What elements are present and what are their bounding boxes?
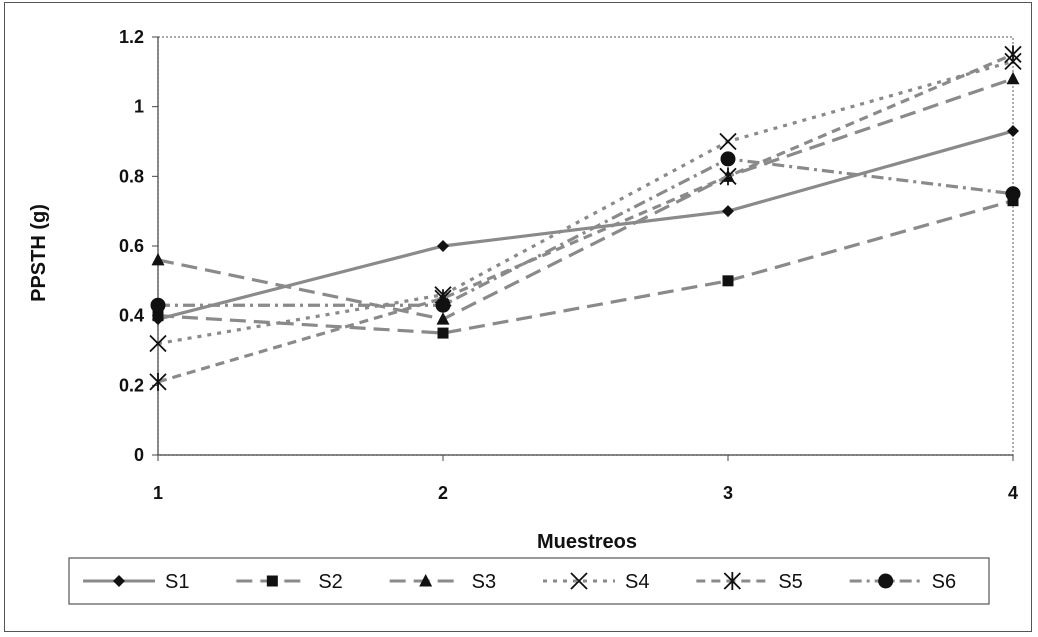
data-point-s3 bbox=[151, 252, 165, 266]
series-layer bbox=[149, 45, 1022, 391]
x-axis-ticks: 1 2 3 4 bbox=[153, 455, 1018, 503]
x-tick-label: 1 bbox=[153, 483, 163, 503]
legend: S1 S2 S3 S4 S5 S6 bbox=[68, 557, 990, 605]
data-point-s6 bbox=[720, 151, 736, 167]
data-point-s1 bbox=[722, 205, 734, 218]
data-point-s4 bbox=[149, 334, 167, 353]
data-point-s6 bbox=[150, 297, 166, 313]
data-point-s5 bbox=[1004, 45, 1022, 64]
y-tick-label: 1.2 bbox=[119, 27, 144, 47]
y-tick-label: 0 bbox=[134, 445, 144, 465]
data-point-s6 bbox=[435, 297, 451, 313]
x-tick-label: 2 bbox=[438, 483, 448, 503]
x-tick-label: 3 bbox=[723, 483, 733, 503]
legend-marker-s1 bbox=[113, 575, 125, 587]
data-point-s1 bbox=[437, 240, 449, 252]
x-tick-label: 4 bbox=[1008, 483, 1018, 503]
data-point-s6 bbox=[1005, 186, 1021, 202]
legend-label-s3: S3 bbox=[472, 571, 496, 593]
y-tick-label: 0.4 bbox=[119, 306, 144, 326]
data-point-s5 bbox=[719, 167, 737, 186]
y-axis-ticks: 0 0.2 0.4 0.6 0.8 1 1.2 bbox=[119, 27, 158, 465]
chart-frame: 0 0.2 0.4 0.6 0.8 1 1.2 1 2 3 4 PPSTH (g) Muestre… bbox=[4, 2, 1032, 632]
series-line-s6 bbox=[158, 157, 1014, 307]
series-line-s4 bbox=[157, 59, 1014, 346]
data-point-s2 bbox=[152, 310, 164, 322]
legend-label-s6: S6 bbox=[932, 571, 956, 593]
y-tick-label: 0.2 bbox=[119, 375, 144, 395]
y-tick-label: 1 bbox=[134, 97, 144, 117]
series-line-s5 bbox=[157, 52, 1014, 384]
legend-label-s1: S1 bbox=[165, 571, 189, 593]
y-axis-title: PPSTH (g) bbox=[28, 204, 50, 302]
legend-label-s5: S5 bbox=[778, 571, 802, 593]
plot-area bbox=[157, 36, 1014, 456]
legend-label-s4: S4 bbox=[625, 571, 649, 593]
x-axis-title: Muestreos bbox=[537, 531, 637, 553]
series-line-s1 bbox=[157, 129, 1014, 321]
plot-border bbox=[157, 36, 1014, 456]
legend-marker-s3 bbox=[419, 574, 433, 587]
y-tick-label: 0.8 bbox=[119, 166, 144, 186]
series-line-s2 bbox=[157, 199, 1014, 335]
data-point-s1 bbox=[1007, 125, 1019, 138]
legend-label-s2: S2 bbox=[318, 571, 342, 593]
data-point-s4 bbox=[719, 132, 737, 151]
data-point-s5 bbox=[149, 372, 167, 391]
series-line-s3 bbox=[157, 77, 1014, 321]
series-s6 bbox=[150, 151, 1021, 313]
legend-marker-s2 bbox=[266, 575, 278, 587]
legend-marker-s6 bbox=[878, 573, 894, 589]
legend-marker-s4 bbox=[570, 572, 588, 590]
data-point-s3 bbox=[436, 312, 450, 325]
legend-box bbox=[68, 557, 990, 605]
data-point-s3 bbox=[1006, 71, 1020, 85]
series-s1 bbox=[152, 125, 1019, 326]
line-chart: 0 0.2 0.4 0.6 0.8 1 1.2 1 2 3 4 PPSTH (g) Muestre… bbox=[28, 27, 1022, 605]
legend-marker-s5 bbox=[723, 572, 741, 590]
series-s4 bbox=[149, 52, 1022, 353]
y-tick-label: 0.6 bbox=[119, 236, 144, 256]
data-point-s2 bbox=[722, 275, 734, 287]
data-point-s2 bbox=[437, 327, 449, 339]
series-s3 bbox=[151, 71, 1020, 325]
